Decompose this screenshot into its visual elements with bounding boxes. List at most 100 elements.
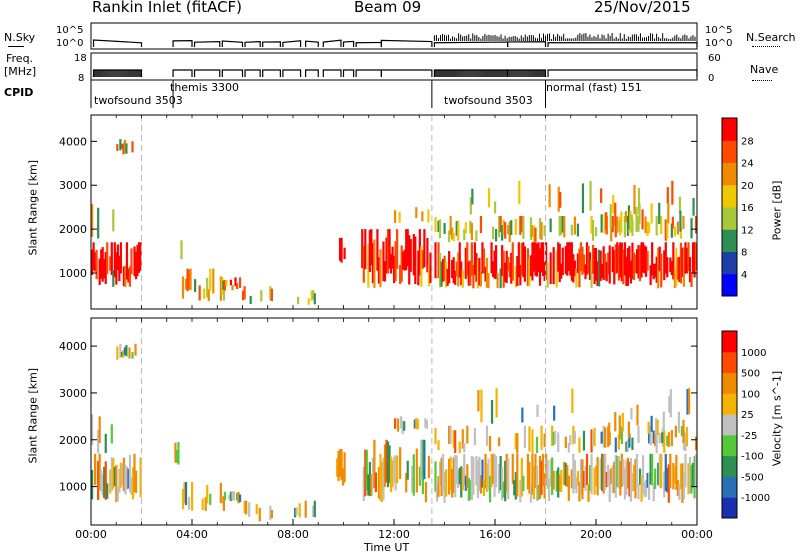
data-cell [685, 427, 689, 447]
data-cell [413, 419, 416, 429]
data-cell [113, 242, 116, 278]
data-cell [637, 484, 640, 500]
nsky-trace [172, 40, 193, 47]
data-cell [190, 481, 194, 511]
data-cell [514, 218, 517, 235]
data-cell [561, 247, 564, 276]
data-cell [522, 215, 525, 239]
data-cell [673, 466, 676, 484]
data-cell [538, 217, 542, 239]
data-cell [685, 247, 689, 274]
data-cell [476, 260, 480, 289]
data-cell [613, 250, 616, 285]
data-cell [608, 470, 611, 502]
data-cell [425, 420, 429, 429]
data-cell [424, 481, 428, 503]
data-cell [649, 265, 652, 286]
data-cell [394, 241, 397, 282]
data-cell [517, 242, 520, 278]
data-cell [249, 295, 252, 305]
data-cell [475, 456, 478, 486]
data-cell [558, 215, 561, 236]
data-cell [367, 243, 370, 288]
data-cell [670, 223, 673, 238]
data-cell [544, 453, 548, 486]
data-cell [467, 477, 470, 501]
data-cell [690, 218, 693, 239]
data-cell [646, 221, 649, 236]
data-cell [457, 220, 460, 241]
data-cell [534, 242, 537, 276]
cpid-label: CPID [4, 86, 34, 99]
data-cell [579, 459, 583, 495]
data-cell [110, 242, 113, 276]
data-cell [585, 453, 589, 485]
power-colorbar-tick: 20 [741, 181, 754, 192]
data-cell [694, 242, 697, 271]
data-cell [554, 430, 557, 444]
data-cell [427, 455, 431, 479]
data-cell [694, 453, 697, 488]
nsky-trace [305, 40, 319, 47]
data-cell [541, 242, 545, 276]
nsky-trace [507, 41, 547, 47]
data-cell [680, 426, 684, 437]
data-cell [198, 285, 201, 301]
data-cell [652, 430, 655, 444]
data-cell [362, 245, 365, 283]
data-cell [461, 429, 464, 449]
data-cell [469, 220, 472, 234]
data-cell [655, 215, 658, 236]
data-cell [537, 485, 540, 500]
data-cell [438, 252, 442, 288]
data-cell [661, 432, 664, 443]
data-cell [567, 442, 570, 453]
xtick-label: 12:00 [378, 528, 410, 541]
data-cell [394, 210, 397, 224]
data-cell [582, 471, 586, 488]
data-cell [657, 462, 660, 486]
data-cell [118, 468, 121, 493]
station-title: Rankin Inlet (fitACF) [92, 0, 243, 16]
data-cell [617, 244, 620, 281]
data-cell [543, 225, 546, 236]
data-cell [626, 439, 630, 452]
data-cell [297, 296, 300, 305]
data-cell [633, 184, 636, 215]
data-cell [538, 248, 542, 286]
data-cell [231, 491, 234, 501]
data-cell [666, 220, 669, 239]
data-cell [587, 245, 590, 274]
data-cell [548, 184, 551, 208]
freq-label-1: Freq. [6, 52, 34, 65]
data-cell [338, 449, 342, 478]
data-cell [590, 260, 593, 288]
data-cell [177, 442, 180, 465]
data-cell [401, 420, 404, 435]
data-cell [98, 453, 101, 490]
data-cell [421, 211, 424, 222]
data-cell [396, 455, 399, 484]
data-cell [548, 478, 551, 501]
nsky-tick-top: 10^5 [56, 25, 84, 36]
data-cell [578, 248, 581, 288]
data-cell [591, 219, 595, 241]
data-cell [651, 453, 654, 486]
data-cell [127, 468, 130, 489]
data-cell [487, 188, 491, 208]
data-cell [531, 453, 534, 495]
nsky-trace [262, 41, 281, 47]
data-cell [552, 470, 555, 490]
data-cell [504, 262, 507, 283]
data-cell [598, 249, 601, 287]
data-cell [541, 453, 545, 487]
data-cell [313, 500, 316, 518]
data-cell [112, 458, 115, 489]
data-cell [383, 444, 387, 487]
data-cell [655, 433, 658, 454]
data-cell [499, 268, 502, 289]
data-cell [408, 235, 411, 285]
power-ylabel: Slant Range [km] [26, 159, 40, 256]
data-cell [617, 434, 620, 450]
data-cell [569, 242, 572, 276]
